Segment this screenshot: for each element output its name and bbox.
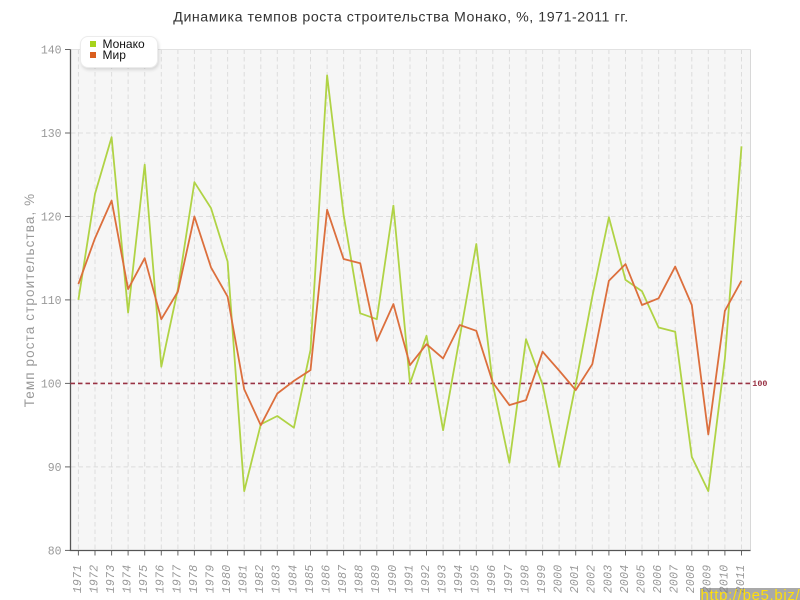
svg-text:80: 80 xyxy=(48,545,62,558)
svg-text:2002: 2002 xyxy=(586,564,599,593)
svg-text:2006: 2006 xyxy=(652,564,665,593)
svg-text:2004: 2004 xyxy=(619,564,632,593)
svg-text:1998: 1998 xyxy=(519,564,532,593)
svg-text:2005: 2005 xyxy=(635,564,648,593)
svg-text:1986: 1986 xyxy=(321,564,334,593)
svg-text:2001: 2001 xyxy=(569,564,582,593)
svg-text:1979: 1979 xyxy=(204,564,217,593)
svg-text:1972: 1972 xyxy=(88,564,101,593)
svg-text:1992: 1992 xyxy=(420,564,433,593)
svg-text:1977: 1977 xyxy=(171,564,184,593)
svg-text:1982: 1982 xyxy=(254,564,267,593)
svg-text:1999: 1999 xyxy=(536,564,549,593)
svg-text:110: 110 xyxy=(41,295,62,308)
svg-text:1978: 1978 xyxy=(188,564,201,593)
svg-text:1997: 1997 xyxy=(503,564,516,593)
svg-text:2007: 2007 xyxy=(669,564,682,593)
svg-text:Динамика темпов роста строител: Динамика темпов роста строительства Мона… xyxy=(173,10,628,26)
svg-text:120: 120 xyxy=(41,211,62,224)
svg-text:1975: 1975 xyxy=(138,564,151,593)
svg-text:1994: 1994 xyxy=(453,564,466,593)
svg-text:1974: 1974 xyxy=(122,564,135,593)
svg-text:130: 130 xyxy=(41,128,62,141)
svg-text:1973: 1973 xyxy=(105,564,118,593)
svg-text:1993: 1993 xyxy=(437,564,450,593)
svg-text:2008: 2008 xyxy=(685,564,698,593)
svg-text:1996: 1996 xyxy=(486,564,499,593)
svg-text:1981: 1981 xyxy=(238,564,251,593)
svg-text:1971: 1971 xyxy=(72,564,85,593)
svg-text:2009: 2009 xyxy=(702,564,715,593)
svg-text:2000: 2000 xyxy=(553,564,566,593)
svg-text:1995: 1995 xyxy=(470,564,483,593)
svg-text:1983: 1983 xyxy=(271,564,284,593)
svg-text:2011: 2011 xyxy=(735,564,748,593)
svg-text:1988: 1988 xyxy=(354,564,367,593)
svg-text:90: 90 xyxy=(48,462,62,475)
svg-text:1991: 1991 xyxy=(403,564,416,593)
svg-text:1989: 1989 xyxy=(370,564,383,593)
svg-text:1985: 1985 xyxy=(304,564,317,593)
svg-text:140: 140 xyxy=(41,44,62,57)
svg-text:Темп роста строительства, %: Темп роста строительства, % xyxy=(22,193,37,408)
svg-text:1980: 1980 xyxy=(221,564,234,593)
svg-text:100: 100 xyxy=(752,379,767,389)
svg-text:1987: 1987 xyxy=(337,564,350,593)
svg-text:1976: 1976 xyxy=(155,564,168,593)
svg-text:2003: 2003 xyxy=(602,564,615,593)
svg-text:2010: 2010 xyxy=(718,564,731,593)
svg-text:1984: 1984 xyxy=(287,564,300,593)
svg-text:100: 100 xyxy=(41,378,62,391)
svg-text:1990: 1990 xyxy=(387,564,400,593)
